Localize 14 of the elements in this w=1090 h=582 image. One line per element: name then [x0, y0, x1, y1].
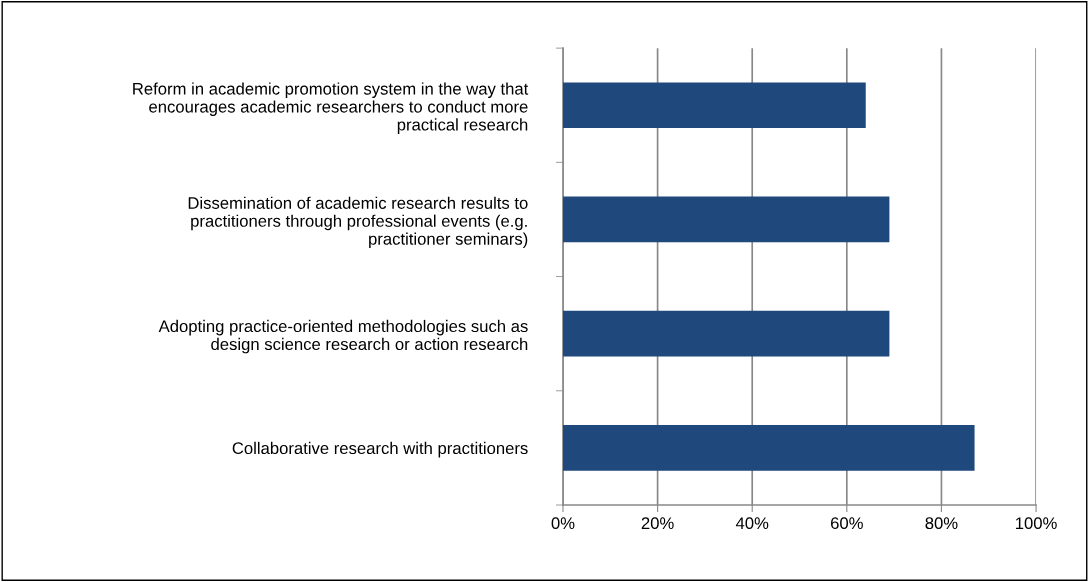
- y-tick-label: Adopting practice-oriented methodologies such as design science research or action research: [158, 319, 528, 354]
- x-tick-label: 40%: [735, 517, 769, 530]
- bar: [562, 310, 890, 357]
- y-tick-label: Reform in academic promotion system in the way that encourages academic researchers to conduct more practical research: [133, 82, 529, 134]
- x-tick-label: 80%: [925, 517, 958, 530]
- x-tick-label: 100%: [1016, 517, 1057, 530]
- y-tick-label: Collaborative research with practitioners: [232, 441, 528, 458]
- x-tick-label: 0%: [551, 517, 575, 530]
- x-tick-label: 60%: [830, 517, 863, 530]
- x-tick-label: 20%: [641, 517, 674, 530]
- bar: [562, 82, 866, 129]
- y-tick-label: Dissemination of academic research results to practitioners through professional events (e.g. practitioner seminars): [188, 196, 528, 249]
- bar: [562, 425, 975, 471]
- bar: [562, 196, 890, 243]
